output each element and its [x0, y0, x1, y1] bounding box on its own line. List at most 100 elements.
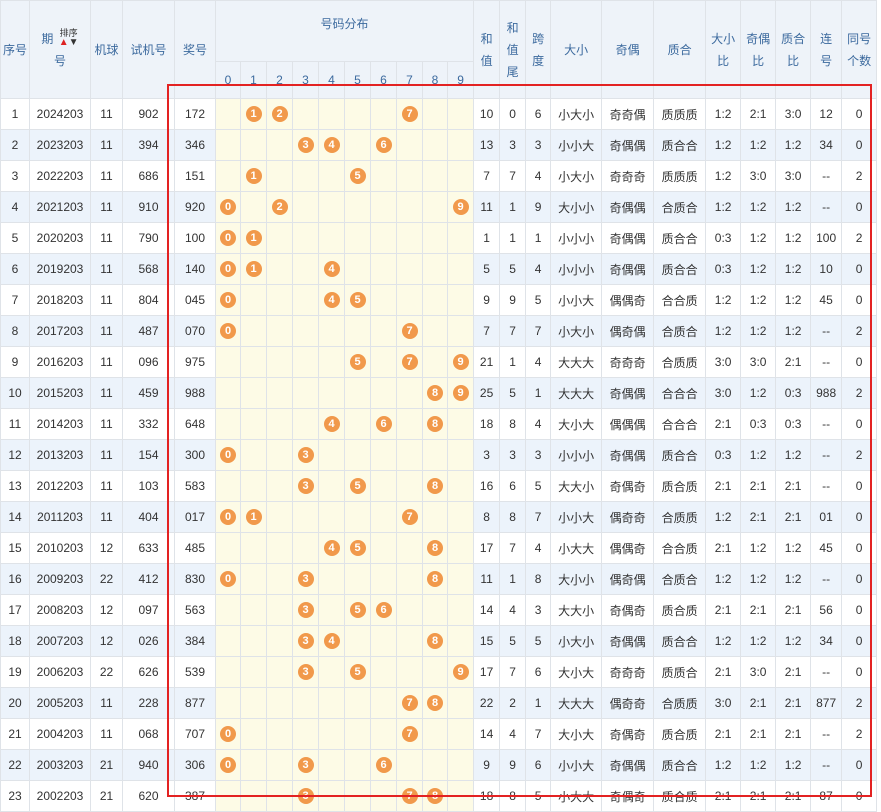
cell-seq: 23	[0, 780, 30, 812]
cell-size-ratio: 2:1	[705, 594, 742, 626]
dist-cell-7: 7	[396, 718, 423, 750]
cell-prize-no: 346	[174, 129, 216, 161]
header-number-distribution: 号码分布	[214, 0, 475, 62]
cell-span: 7	[525, 315, 552, 347]
number-ball: 5	[349, 354, 366, 370]
dist-cell-7: 7	[396, 98, 423, 130]
cell-seq: 3	[0, 160, 30, 192]
cell-prize-no: 920	[174, 191, 216, 223]
dist-cell-5: 5	[344, 470, 371, 502]
header-prize-no: 奖号	[174, 0, 216, 99]
cell-trial-no: 459	[122, 377, 175, 409]
cell-seq: 15	[0, 532, 30, 564]
cell-period: 2018203	[29, 284, 91, 316]
sort-toggle[interactable]: 排序 ▲▼	[59, 27, 79, 48]
dist-cell-3	[292, 408, 319, 440]
dist-cell-7	[396, 284, 423, 316]
cell-sum-tail: 3	[499, 439, 527, 471]
dist-cell-6	[370, 563, 397, 595]
cell-prize-no: 140	[174, 253, 216, 285]
dist-cell-7: 7	[396, 346, 423, 378]
cell-prime-ratio: 2:1	[775, 346, 812, 378]
dist-cell-6	[370, 439, 397, 471]
cell-trial-no: 686	[122, 160, 175, 192]
dist-cell-5	[344, 222, 371, 254]
cell-span: 4	[525, 532, 552, 564]
cell-size: 大小大	[550, 408, 603, 440]
cell-prime-ratio: 1:2	[775, 222, 812, 254]
cell-trial-no: 394	[122, 129, 175, 161]
cell-prize-no: 830	[174, 563, 216, 595]
table-row: 22 2003203 21 940 306 0 3 6 9 9 6 小小大 奇偶偶 质合合 1:2 1:2 1:…	[0, 749, 878, 781]
cell-span: 6	[525, 656, 552, 688]
dist-cell-8	[422, 718, 448, 750]
cell-size: 大小大	[550, 656, 603, 688]
cell-consecutive: --	[810, 749, 843, 781]
cell-machine-ball: 11	[90, 284, 123, 316]
cell-odd-even: 奇偶偶	[601, 439, 655, 471]
header-consecutive: 连号	[810, 0, 843, 99]
header-period[interactable]: 期 排序 ▲▼ 号	[29, 0, 91, 99]
header-prime-ratio: 质合比	[775, 0, 812, 99]
cell-consecutive: --	[810, 160, 843, 192]
cell-period: 2004203	[29, 718, 91, 750]
number-ball: 5	[349, 478, 366, 494]
cell-sum: 1	[473, 222, 501, 254]
dist-cell-1	[240, 439, 267, 471]
dist-cell-5	[344, 129, 371, 161]
cell-prime-ratio: 1:2	[775, 532, 812, 564]
cell-size-ratio: 1:2	[705, 129, 742, 161]
dist-cell-5	[344, 315, 371, 347]
dist-cell-1	[240, 749, 267, 781]
dist-cell-5	[344, 780, 371, 812]
cell-prime-ratio: 0:3	[775, 408, 812, 440]
dist-cell-7: 7	[396, 315, 423, 347]
sort-label: 排序	[59, 27, 78, 38]
cell-prime-ratio: 1:2	[775, 625, 812, 657]
dist-cell-2	[266, 222, 293, 254]
dist-cell-0: 0	[215, 501, 241, 533]
cell-machine-ball: 11	[90, 346, 123, 378]
cell-prize-no: 172	[174, 98, 216, 130]
cell-same-count: 0	[841, 191, 878, 223]
dist-cell-8	[422, 160, 448, 192]
dist-cell-0	[215, 129, 241, 161]
cell-prime-ratio: 2:1	[775, 687, 812, 719]
cell-same-count: 0	[841, 253, 878, 285]
cell-period: 2003203	[29, 749, 91, 781]
cell-trial-no: 103	[122, 470, 175, 502]
cell-odd-even: 奇奇奇	[601, 656, 655, 688]
dist-cell-9: 9	[446, 191, 475, 223]
dist-cell-1	[240, 656, 267, 688]
cell-seq: 18	[0, 625, 30, 657]
number-ball: 2	[271, 106, 288, 122]
cell-consecutive: 87	[810, 780, 843, 812]
cell-size: 大小小	[550, 563, 603, 595]
cell-prime-ratio: 3:0	[775, 160, 812, 192]
cell-odd-even-ratio: 3:0	[740, 656, 777, 688]
cell-machine-ball: 11	[90, 315, 123, 347]
cell-size: 大大大	[550, 346, 603, 378]
cell-consecutive: 45	[810, 284, 843, 316]
cell-size-ratio: 2:1	[705, 408, 742, 440]
cell-sum-tail: 1	[499, 563, 527, 595]
cell-sum-tail: 2	[499, 687, 527, 719]
cell-trial-no: 026	[122, 625, 175, 657]
cell-trial-no: 096	[122, 346, 175, 378]
cell-seq: 10	[0, 377, 30, 409]
dist-cell-4	[318, 191, 345, 223]
dist-cell-6	[370, 284, 397, 316]
dist-cell-9	[446, 532, 475, 564]
dist-cell-9	[446, 160, 475, 192]
dist-cell-1	[240, 532, 267, 564]
cell-sum: 15	[473, 625, 501, 657]
cell-period: 2015203	[29, 377, 91, 409]
dist-cell-9: 9	[446, 656, 475, 688]
cell-trial-no: 790	[122, 222, 175, 254]
dist-cell-5	[344, 377, 371, 409]
dist-cell-9	[446, 780, 475, 812]
dist-cell-2	[266, 625, 293, 657]
number-ball: 7	[401, 726, 418, 742]
cell-prime-ratio: 2:1	[775, 780, 812, 812]
cell-span: 4	[525, 346, 552, 378]
